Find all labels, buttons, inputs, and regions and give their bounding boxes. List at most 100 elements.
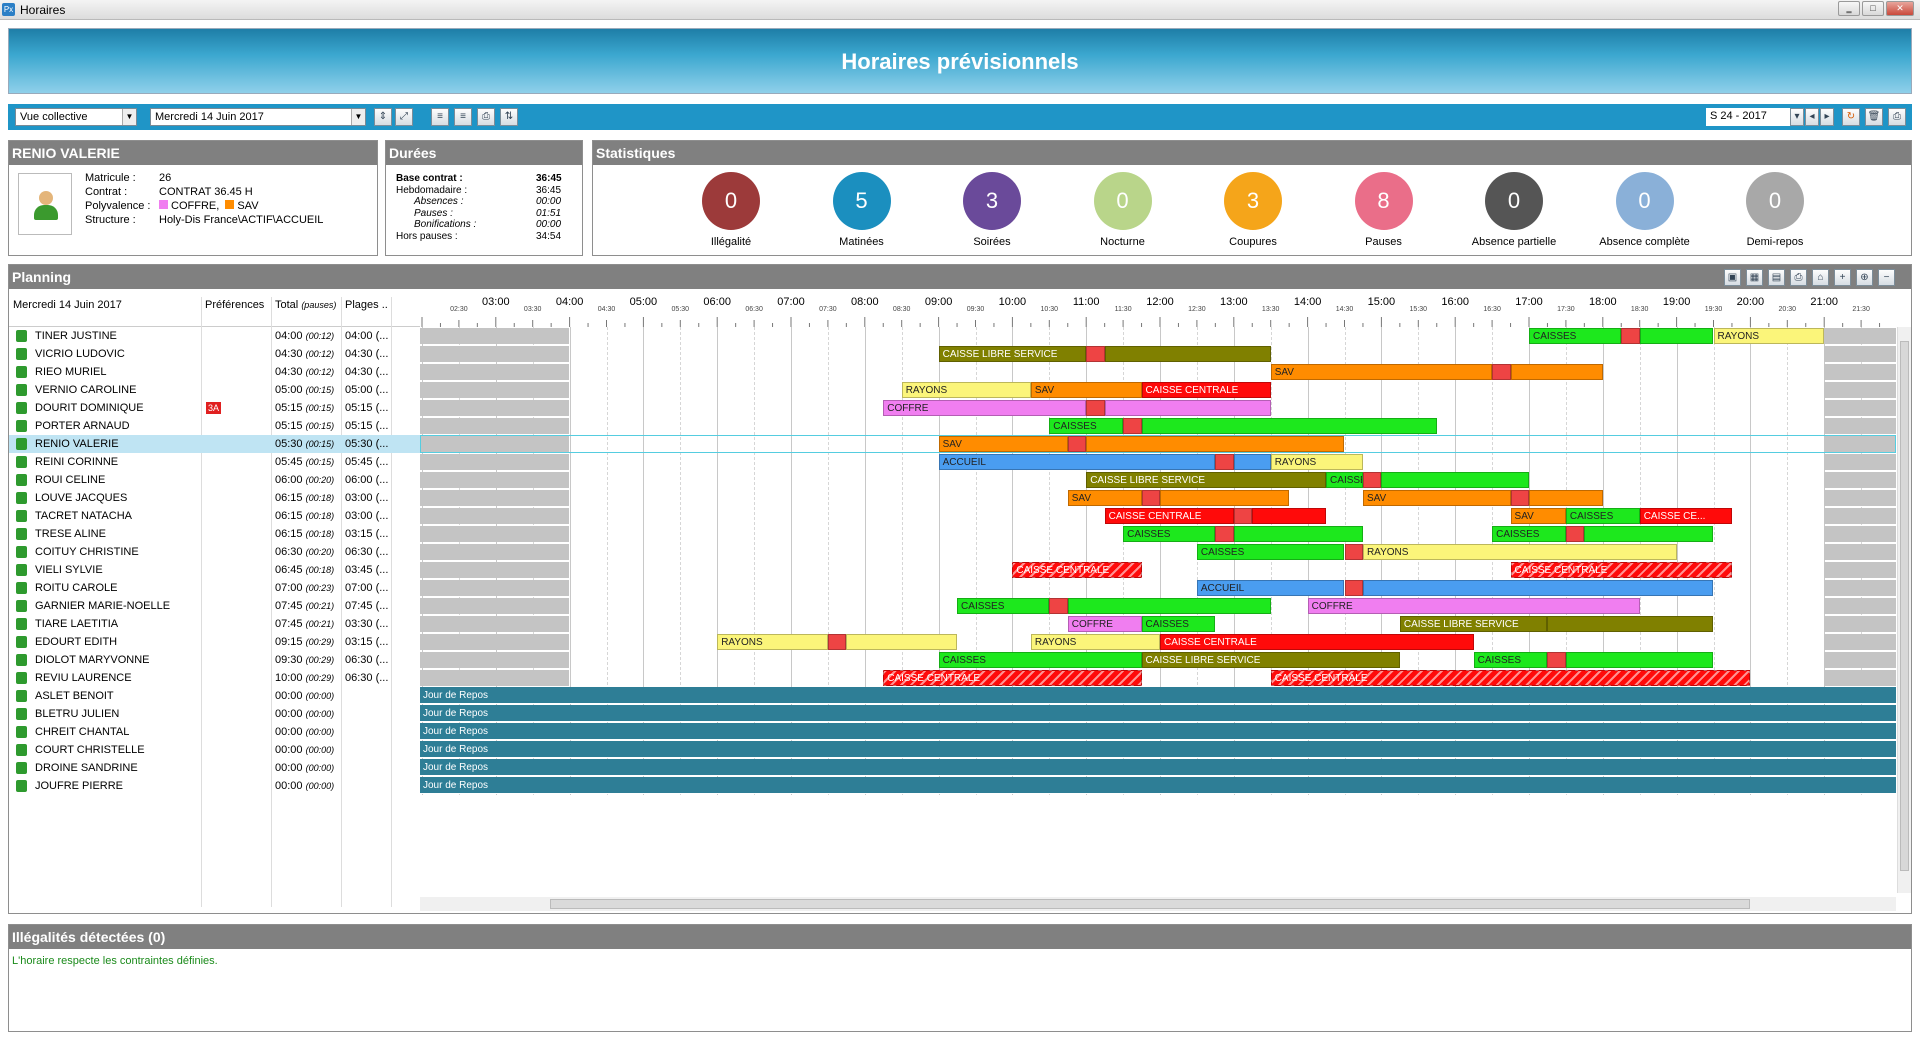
employee-row[interactable]: GARNIER MARIE-NOELLE 07:45 (00:21) 07:45 (… [9,597,421,615]
vertical-scrollbar[interactable] [1897,327,1911,893]
shift-bar[interactable]: RAYONS [1362,544,1677,560]
shift-bar[interactable] [1123,418,1142,434]
employee-row[interactable]: ASLET BENOIT 00:00 (00:00) [9,687,421,705]
hscroll-thumb[interactable] [550,899,1750,909]
printer-icon[interactable]: ⎙ [1888,108,1906,126]
shift-bar[interactable]: ACCUEIL [938,454,1216,470]
employee-row[interactable]: TACRET NATACHA 06:15 (00:18) 03:00 (... [9,507,421,525]
shift-bar[interactable]: CAISSES [938,652,1142,668]
shift-bar[interactable]: CAISSES [1123,526,1216,542]
view-week-icon[interactable]: ▦ [1746,269,1763,286]
shift-bar[interactable]: CAISSE CENTRALE [1160,634,1474,650]
shift-bar[interactable] [1233,508,1253,524]
shift-bar[interactable]: SAV [1270,364,1493,380]
shift-bar[interactable]: CAISSE CENTRALE [1012,562,1142,578]
shift-bar[interactable]: CAISSES [1196,544,1345,560]
shift-bar[interactable] [1344,544,1363,560]
employee-row[interactable]: LOUVE JACQUES 06:15 (00:18) 03:00 (... [9,489,421,507]
print-planning-icon[interactable]: ⎙ [1790,269,1807,286]
employee-row[interactable]: PORTER ARNAUD 05:15 (00:15) 05:15 (... [9,417,421,435]
shift-bar[interactable]: CAISSES [1049,418,1124,434]
shift-bar[interactable]: CAISSES [957,598,1050,614]
shift-bar[interactable] [1565,652,1714,668]
shift-bar[interactable]: RAYONS [1030,634,1160,650]
shift-bar[interactable] [1233,454,1271,470]
shift-bar[interactable]: SAV [1067,490,1142,506]
shift-bar[interactable]: CAISSE LIBRE SERVICE [938,346,1087,362]
rest-day-bar[interactable]: Jour de Repos [420,723,1896,740]
shift-bar[interactable] [1529,490,1603,506]
employee-row[interactable]: VERNIO CAROLINE 05:00 (00:15) 05:00 (... [9,381,421,399]
zoom-out-icon[interactable]: − [1878,269,1895,286]
employee-row[interactable]: ROITU CAROLE 07:00 (00:23) 07:00 (... [9,579,421,597]
shift-bar[interactable]: CAISSE CE... [1639,508,1732,524]
shift-bar[interactable] [1252,508,1327,524]
employee-row[interactable]: DROINE SANDRINE 00:00 (00:00) [9,759,421,777]
align-left-icon[interactable]: ≡ [431,108,449,126]
shift-bar[interactable]: RAYONS [901,382,1031,398]
employee-row[interactable]: ROUI CELINE 06:00 (00:20) 06:00 (... [9,471,421,489]
employee-row[interactable]: TINER JUSTINE 04:00 (00:12) 04:00 (... [9,327,421,345]
align-right-icon[interactable]: ≡ [454,108,472,126]
shift-bar[interactable]: CAISSES [1492,526,1566,542]
employee-row[interactable]: COITUY CHRISTINE 06:30 (00:20) 06:30 (... [9,543,421,561]
shift-bar[interactable]: CAISSE CENTRALE [883,670,1142,686]
shift-bar[interactable] [1233,526,1363,542]
shift-bar[interactable] [1547,652,1566,668]
shift-bar[interactable]: RAYONS [1270,454,1363,470]
shift-bar[interactable] [1160,490,1290,506]
sort-az-icon[interactable]: ⇅ [500,108,518,126]
employee-row[interactable]: RIEO MURIEL 04:30 (00:12) 04:30 (... [9,363,421,381]
employee-row[interactable]: TRESE ALINE 06:15 (00:18) 03:15 (... [9,525,421,543]
shift-bar[interactable] [1565,526,1585,542]
expand-rows-icon[interactable]: ⇕ [374,108,392,126]
shift-bar[interactable] [1215,454,1234,470]
shift-bar[interactable] [1049,598,1068,614]
shift-bar[interactable]: CAISSES [1529,328,1622,344]
horizontal-scrollbar[interactable] [420,897,1896,911]
shift-bar[interactable] [1086,400,1105,416]
shift-bar[interactable] [1362,580,1714,596]
close-button[interactable]: ✕ [1886,1,1914,16]
rest-day-bar[interactable]: Jour de Repos [420,759,1896,776]
view-select[interactable]: Vue collective ▼ [15,108,137,126]
shift-bar[interactable] [1141,490,1160,506]
list-icon[interactable]: ▤ [1768,269,1785,286]
shift-bar[interactable] [1621,328,1640,344]
maximize-button[interactable]: □ [1862,1,1884,16]
home-icon[interactable]: ⌂ [1812,269,1829,286]
shift-bar[interactable]: CAISSE CENTRALE [1510,562,1732,578]
shift-bar[interactable]: ACCUEIL [1196,580,1345,596]
shift-bar[interactable]: SAV [1030,382,1142,398]
shift-bar[interactable] [1639,328,1714,344]
shift-bar[interactable]: CAISSE LIBRE SERVICE [1399,616,1548,632]
rest-day-bar[interactable]: Jour de Repos [420,687,1896,704]
zoom-fit-icon[interactable]: ⊕ [1856,269,1873,286]
shift-bar[interactable] [1344,580,1363,596]
shift-bar[interactable] [1067,436,1087,452]
date-select[interactable]: Mercredi 14 Juin 2017 ▼ [150,108,366,126]
rest-day-bar[interactable]: Jour de Repos [420,777,1896,794]
shift-bar[interactable]: CAISSES [1326,472,1363,488]
shift-bar[interactable] [1547,616,1714,632]
minimize-button[interactable]: ‗ [1838,1,1860,16]
shift-bar[interactable]: CAISSE CENTRALE [1104,508,1234,524]
shift-bar[interactable]: CAISSE LIBRE SERVICE [1141,652,1400,668]
refresh-icon[interactable]: ↻ [1842,108,1860,126]
zoom-in-icon[interactable]: + [1834,269,1851,286]
shift-bar[interactable]: CAISSES [1141,616,1216,632]
employee-row[interactable]: TIARE LAETITIA 07:45 (00:21) 03:30 (... [9,615,421,633]
employee-row[interactable]: DOURIT DOMINIQUE 3A 05:15 (00:15) 05:15 (..… [9,399,421,417]
shift-bar[interactable]: SAV [1510,508,1566,524]
employee-row[interactable]: JOUFRE PIERRE 00:00 (00:00) [9,777,421,795]
shift-bar[interactable] [1584,526,1714,542]
shift-bar[interactable]: COFFRE [1067,616,1142,632]
shift-bar[interactable] [1510,364,1603,380]
rest-day-bar[interactable]: Jour de Repos [420,705,1896,722]
shift-bar[interactable] [1067,598,1271,614]
scroll-thumb[interactable] [1900,341,1909,871]
employee-row[interactable]: EDOURT EDITH 09:15 (00:29) 03:15 (... [9,633,421,651]
shift-bar[interactable] [1086,346,1105,362]
shift-bar[interactable] [1104,400,1271,416]
shift-bar[interactable] [846,634,958,650]
